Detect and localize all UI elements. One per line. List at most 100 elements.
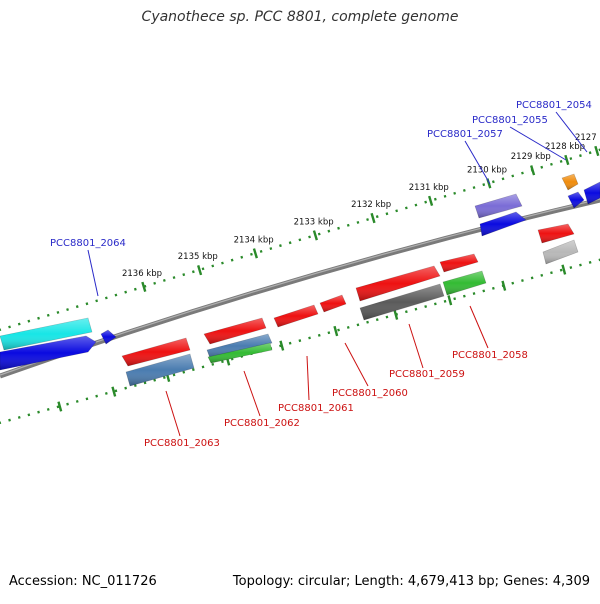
- kbp-tick-label: 2130 kbp: [467, 165, 507, 175]
- kbp-tick-label: 2135 kbp: [178, 252, 218, 262]
- minor-tick: [182, 370, 186, 374]
- minor-tick: [482, 289, 486, 293]
- minor-tick: [191, 368, 195, 372]
- gene-arrow-shade: [0, 318, 92, 350]
- minor-tick: [550, 271, 553, 275]
- minor-tick: [37, 316, 40, 320]
- gene-arrow-shade: [568, 192, 584, 208]
- minor-tick: [56, 310, 60, 314]
- forward-gene-label[interactable]: PCC8801_2054: [516, 100, 592, 111]
- minor-tick: [472, 292, 476, 295]
- tick-rings: [0, 145, 600, 425]
- gene-arrow-shade: [207, 334, 272, 358]
- kbp-tick-label: 2128 kbp: [545, 142, 585, 152]
- minor-tick: [346, 223, 350, 227]
- minor-tick: [511, 174, 515, 178]
- reverse-gene-label[interactable]: PCC8801_2062: [224, 418, 300, 429]
- topology-text: Topology: circular; Length: 4,679,413 bp…: [232, 574, 590, 589]
- minor-tick: [124, 386, 128, 390]
- minor-tick: [308, 336, 311, 340]
- minor-tick: [327, 331, 331, 335]
- gene-arrow-shade: [562, 174, 578, 190]
- minor-tick: [124, 290, 128, 294]
- minor-tick: [298, 238, 302, 242]
- outer-tick-ring: [0, 145, 600, 332]
- gene-arrow-shade: [584, 182, 600, 204]
- minor-tick: [375, 318, 379, 322]
- minor-tick: [530, 276, 534, 280]
- minor-tick: [404, 206, 408, 210]
- reverse-gene-label[interactable]: PCC8801_2061: [278, 403, 354, 414]
- kbp-tick-label: 2136 kbp: [122, 269, 162, 279]
- forward-gene-label[interactable]: PCC8801_2064: [50, 238, 126, 249]
- minor-tick: [75, 399, 79, 403]
- minor-tick: [462, 188, 466, 192]
- reverse-label-leader: [243, 370, 261, 417]
- major-tick: [197, 265, 203, 276]
- minor-tick: [288, 241, 292, 245]
- minor-tick: [201, 267, 205, 271]
- gene-arrow-shade: [126, 354, 194, 386]
- minor-tick: [37, 410, 40, 414]
- forward-label-leader: [464, 140, 491, 185]
- major-tick: [312, 230, 318, 241]
- gene-arrow-shade: [480, 212, 526, 236]
- major-tick: [111, 386, 117, 397]
- gene-arrow-shade: [320, 295, 346, 312]
- minor-tick: [211, 362, 215, 366]
- inner-tick-ring: [0, 258, 600, 425]
- minor-tick: [85, 397, 89, 401]
- minor-tick: [511, 281, 515, 285]
- minor-tick: [569, 157, 573, 161]
- minor-tick: [133, 287, 137, 291]
- gene-arrow-shade: [475, 194, 522, 218]
- forward-gene-label[interactable]: PCC8801_2055: [472, 115, 548, 126]
- minor-tick: [17, 415, 21, 419]
- kbp-tick-label: 2129 kbp: [511, 152, 551, 162]
- minor-tick: [453, 297, 457, 301]
- reverse-label-leader: [469, 305, 489, 349]
- reverse-gene-label[interactable]: PCC8801_2063: [144, 438, 220, 449]
- minor-tick: [540, 273, 544, 277]
- minor-tick: [201, 365, 205, 369]
- minor-tick: [153, 281, 157, 285]
- minor-tick: [27, 319, 31, 323]
- gene-arrow-shade: [538, 224, 574, 243]
- reverse-gene-label[interactable]: PCC8801_2060: [332, 388, 408, 399]
- major-tick: [279, 340, 285, 351]
- reverse-gene-label[interactable]: PCC8801_2059: [389, 369, 465, 380]
- minor-tick: [104, 296, 108, 300]
- major-tick: [141, 281, 147, 292]
- minor-tick: [521, 279, 524, 282]
- minor-tick: [491, 286, 495, 290]
- minor-tick: [356, 220, 360, 224]
- gene-arrow-shade: [440, 254, 478, 272]
- gene-arrow-shade: [360, 284, 444, 320]
- label-leader-lines: [87, 111, 588, 437]
- minor-tick: [250, 252, 253, 256]
- minor-tick: [453, 191, 457, 195]
- reverse-label-leader: [306, 355, 310, 401]
- gene-arrow-shade: [122, 338, 190, 366]
- minor-tick: [404, 310, 408, 314]
- minor-tick: [443, 299, 447, 303]
- reverse-label-leader: [408, 323, 424, 369]
- minor-tick: [240, 255, 244, 259]
- minor-tick: [279, 244, 282, 248]
- minor-tick: [501, 177, 505, 181]
- minor-tick: [433, 302, 437, 306]
- gene-arrow-shade: [274, 305, 318, 327]
- forward-gene-label[interactable]: PCC8801_2057: [427, 129, 503, 140]
- minor-tick: [46, 407, 50, 411]
- reverse-gene-label[interactable]: PCC8801_2058: [452, 350, 528, 361]
- minor-tick: [472, 186, 476, 190]
- major-tick: [561, 264, 567, 275]
- minor-tick: [462, 294, 466, 298]
- minor-tick: [230, 258, 234, 262]
- minor-tick: [317, 232, 321, 236]
- major-tick: [370, 212, 376, 224]
- major-tick: [57, 401, 63, 412]
- minor-tick: [104, 391, 108, 395]
